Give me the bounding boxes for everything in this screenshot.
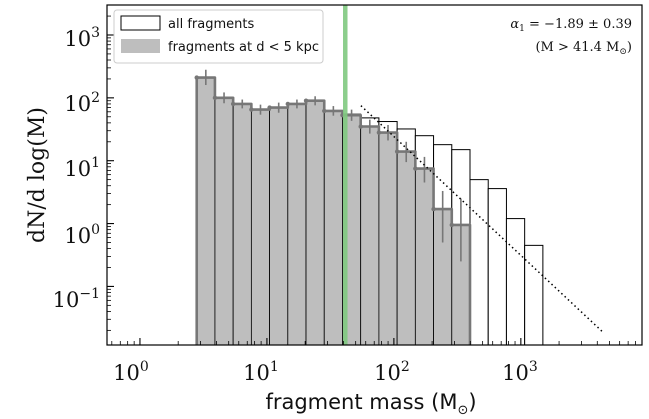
- step-marker: [449, 222, 454, 228]
- step-marker: [431, 206, 436, 212]
- bar-nearby-fragments: [378, 132, 398, 346]
- bar-nearby-fragments: [196, 77, 216, 346]
- bar-nearby-fragments: [323, 110, 343, 346]
- y-tick-label: 101: [64, 155, 100, 181]
- step-marker: [413, 166, 418, 171]
- step-marker: [285, 101, 291, 107]
- step-marker: [249, 107, 254, 112]
- power-law-fit-line: [360, 105, 605, 334]
- legend-label-nearby-fragments: fragments at d < 5 kpc: [168, 40, 319, 55]
- bar-nearby-fragments: [250, 109, 270, 346]
- y-tick-label: 10−1: [53, 286, 100, 312]
- y-axis-label: dN/d log(M): [25, 107, 50, 243]
- x-tick-label: 100: [113, 359, 149, 385]
- x-tick-label: 101: [243, 359, 279, 385]
- bar-nearby-fragments: [269, 107, 289, 346]
- plot-area: [194, 5, 605, 346]
- step-marker: [230, 101, 236, 107]
- fit-slope-annotation: α1 = −1.89 ± 0.39: [510, 17, 632, 34]
- step-marker: [267, 105, 272, 110]
- x-axis-label: fragment mass (M⊙): [265, 390, 476, 418]
- bar-nearby-fragments: [232, 103, 252, 346]
- legend-label-all-fragments: all fragments: [168, 17, 254, 32]
- step-marker: [394, 149, 400, 154]
- y-tick-label: 103: [64, 25, 100, 51]
- legend-swatch-nearby-fragments: [121, 39, 160, 53]
- y-tick-label: 102: [64, 90, 100, 116]
- step-marker: [358, 124, 363, 129]
- bar-nearby-fragments: [214, 97, 234, 346]
- fit-range-annotation: (M > 41.4 M⊙): [535, 40, 632, 57]
- step-marker: [322, 108, 327, 114]
- tick-marks: [107, 4, 643, 345]
- bar-nearby-fragments: [396, 151, 416, 346]
- bar-nearby-fragments: [360, 126, 380, 346]
- step-marker: [376, 130, 382, 135]
- bar-all-fragments: [487, 188, 507, 346]
- bar-all-fragments: [469, 179, 489, 346]
- bar-nearby-fragments: [414, 168, 434, 346]
- x-tick-label: 102: [374, 359, 410, 385]
- bar-nearby-fragments: [287, 103, 307, 346]
- bar-all-fragments: [505, 218, 526, 346]
- bar-all-fragments: [524, 244, 544, 346]
- step-marker: [212, 95, 218, 101]
- x-tick-label: 103: [502, 359, 538, 385]
- bar-nearby-fragments: [305, 100, 325, 346]
- y-tick-label: 100: [64, 222, 100, 248]
- step-marker: [303, 98, 309, 103]
- legend-frame: [113, 9, 324, 64]
- step-marker: [194, 75, 199, 80]
- legend: all fragments fragments at d < 5 kpc: [113, 9, 324, 64]
- legend-swatch-all-fragments: [120, 15, 161, 31]
